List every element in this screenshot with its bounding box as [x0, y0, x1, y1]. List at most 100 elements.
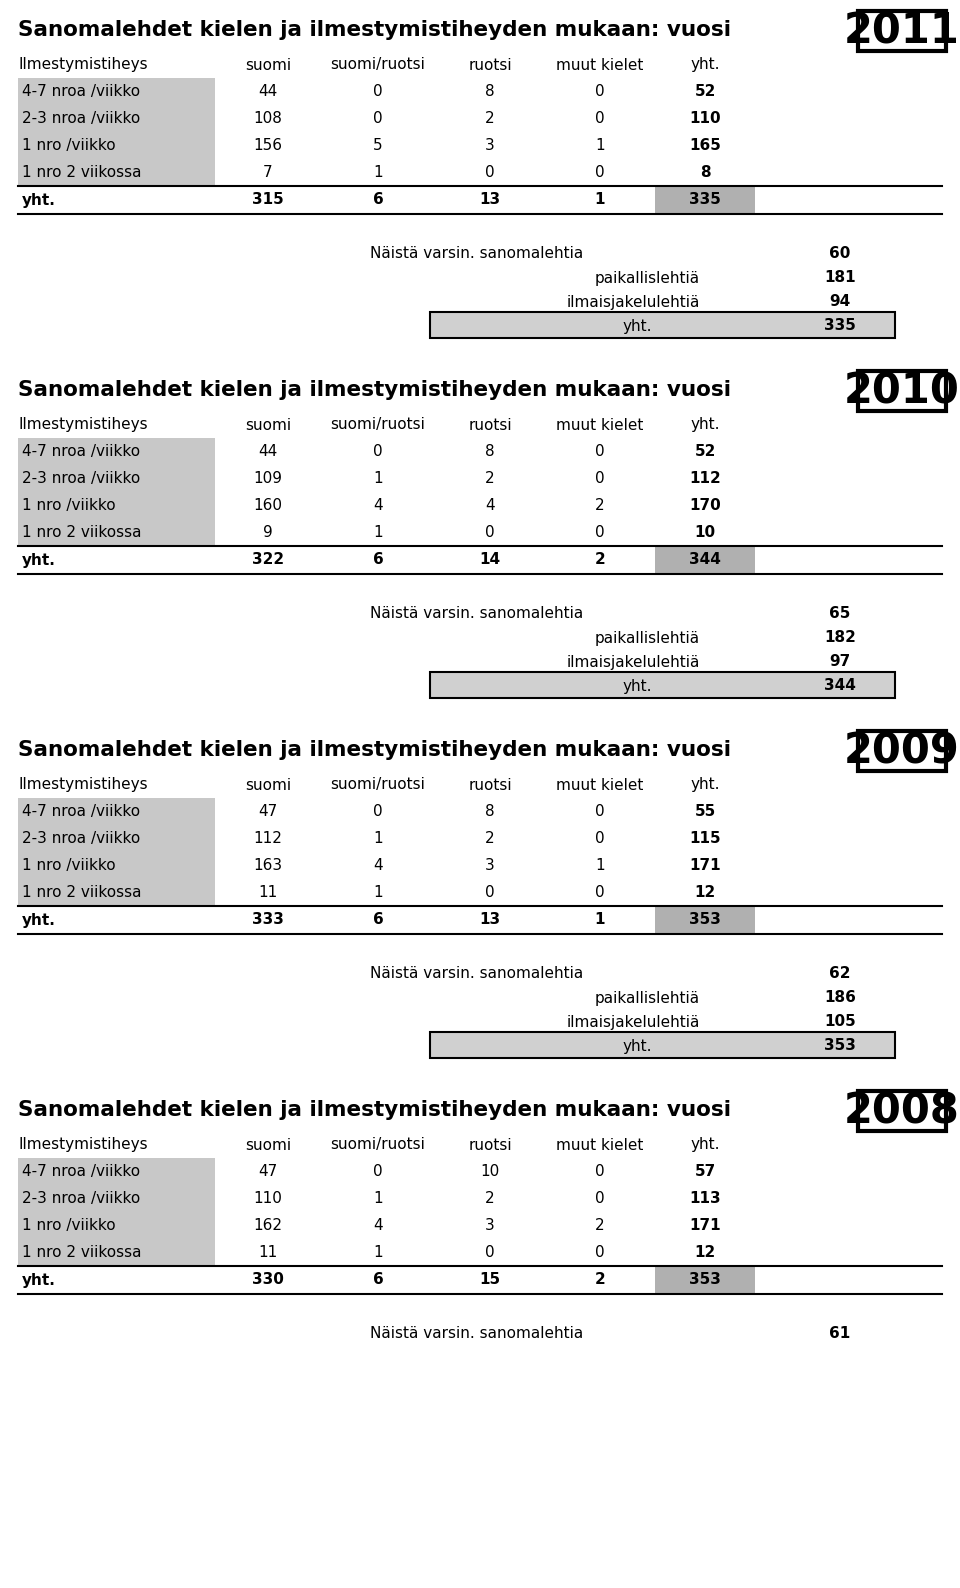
Text: 13: 13: [479, 192, 500, 208]
Bar: [18, 1158, 215, 1185]
Bar: [430, 311, 895, 338]
Text: 1 nro /viikko: 1 nro /viikko: [22, 499, 115, 513]
Text: 110: 110: [253, 1191, 282, 1205]
Text: suomi: suomi: [245, 57, 291, 73]
Text: 112: 112: [253, 831, 282, 846]
Text: 0: 0: [485, 1245, 494, 1259]
Text: 97: 97: [829, 654, 851, 670]
Text: 333: 333: [252, 913, 284, 927]
Text: 47: 47: [258, 1164, 277, 1178]
Text: yht.: yht.: [622, 1039, 652, 1053]
Text: 1 nro 2 viikossa: 1 nro 2 viikossa: [22, 1245, 141, 1259]
Text: suomi/ruotsi: suomi/ruotsi: [330, 1137, 425, 1153]
Text: 12: 12: [694, 885, 715, 900]
Bar: [18, 1239, 215, 1266]
Text: 112: 112: [689, 472, 721, 486]
Text: 2: 2: [595, 1218, 605, 1232]
Text: 1 nro 2 viikossa: 1 nro 2 viikossa: [22, 526, 141, 540]
Bar: [18, 826, 215, 853]
Text: yht.: yht.: [690, 778, 720, 792]
Text: muut kielet: muut kielet: [556, 418, 644, 432]
Text: yht.: yht.: [22, 913, 56, 927]
Text: 65: 65: [829, 607, 851, 621]
Bar: [18, 799, 215, 826]
Bar: [18, 438, 215, 465]
Text: Näistä varsin. sanomalehtia: Näistä varsin. sanomalehtia: [370, 607, 584, 621]
Bar: [858, 1091, 946, 1131]
Text: 115: 115: [689, 831, 721, 846]
Text: 113: 113: [689, 1191, 721, 1205]
Text: 110: 110: [689, 111, 721, 125]
Text: 2: 2: [485, 831, 494, 846]
Text: 1 nro /viikko: 1 nro /viikko: [22, 858, 115, 873]
Text: 2: 2: [485, 472, 494, 486]
Bar: [858, 372, 946, 411]
Text: 12: 12: [694, 1245, 715, 1259]
Text: ruotsi: ruotsi: [468, 418, 512, 432]
Text: 170: 170: [689, 499, 721, 513]
Bar: [18, 465, 215, 492]
Text: 0: 0: [595, 1245, 605, 1259]
Text: 4: 4: [485, 499, 494, 513]
Text: 8: 8: [485, 445, 494, 459]
Text: 55: 55: [694, 804, 715, 819]
Text: 335: 335: [689, 192, 721, 208]
Text: 0: 0: [485, 885, 494, 900]
Text: 10: 10: [694, 526, 715, 540]
Text: 322: 322: [252, 553, 284, 567]
Text: yht.: yht.: [22, 553, 56, 567]
Text: 1: 1: [595, 192, 605, 208]
Text: 8: 8: [485, 804, 494, 819]
Text: 1: 1: [595, 138, 605, 152]
Text: suomi: suomi: [245, 1137, 291, 1153]
Text: yht.: yht.: [622, 678, 652, 694]
Text: 9: 9: [263, 526, 273, 540]
Text: yht.: yht.: [622, 319, 652, 333]
Text: paikallislehtiä: paikallislehtiä: [595, 630, 700, 645]
Text: ilmaisjakelulehtiä: ilmaisjakelulehtiä: [566, 654, 700, 670]
Text: 0: 0: [595, 111, 605, 125]
Bar: [858, 730, 946, 772]
Bar: [18, 853, 215, 880]
Text: 1: 1: [373, 1191, 383, 1205]
Text: 1 nro /viikko: 1 nro /viikko: [22, 138, 115, 152]
Text: yht.: yht.: [22, 192, 56, 208]
Bar: [430, 1032, 895, 1058]
Bar: [655, 1266, 755, 1294]
Text: 353: 353: [689, 1272, 721, 1288]
Text: yht.: yht.: [690, 1137, 720, 1153]
Text: ilmaisjakelulehtiä: ilmaisjakelulehtiä: [566, 294, 700, 310]
Text: 0: 0: [595, 831, 605, 846]
Text: 4-7 nroa /viikko: 4-7 nroa /viikko: [22, 84, 140, 98]
Text: 156: 156: [253, 138, 282, 152]
Text: 2: 2: [594, 1272, 606, 1288]
Text: 160: 160: [253, 499, 282, 513]
Text: Näistä varsin. sanomalehtia: Näistä varsin. sanomalehtia: [370, 246, 584, 262]
Text: 4: 4: [373, 499, 383, 513]
Text: 162: 162: [253, 1218, 282, 1232]
Text: 186: 186: [824, 991, 856, 1005]
Text: 11: 11: [258, 1245, 277, 1259]
Text: 2: 2: [485, 111, 494, 125]
Text: 2: 2: [594, 553, 606, 567]
Text: 353: 353: [824, 1039, 856, 1053]
Text: 171: 171: [689, 858, 721, 873]
Text: 2-3 nroa /viikko: 2-3 nroa /viikko: [22, 831, 140, 846]
Text: 3: 3: [485, 858, 494, 873]
Text: 15: 15: [479, 1272, 500, 1288]
Text: 2: 2: [595, 499, 605, 513]
Text: ilmaisjakelulehtiä: ilmaisjakelulehtiä: [566, 1015, 700, 1029]
Text: muut kielet: muut kielet: [556, 778, 644, 792]
Text: 4: 4: [373, 1218, 383, 1232]
Text: 0: 0: [373, 804, 383, 819]
Text: 2010: 2010: [844, 370, 960, 411]
Text: 1: 1: [595, 858, 605, 873]
Text: 14: 14: [479, 553, 500, 567]
Bar: [430, 672, 895, 699]
Text: suomi: suomi: [245, 418, 291, 432]
Bar: [18, 1212, 215, 1239]
Text: 5: 5: [373, 138, 383, 152]
Text: 1: 1: [373, 526, 383, 540]
Text: 1 nro 2 viikossa: 1 nro 2 viikossa: [22, 885, 141, 900]
Text: 2-3 nroa /viikko: 2-3 nroa /viikko: [22, 1191, 140, 1205]
